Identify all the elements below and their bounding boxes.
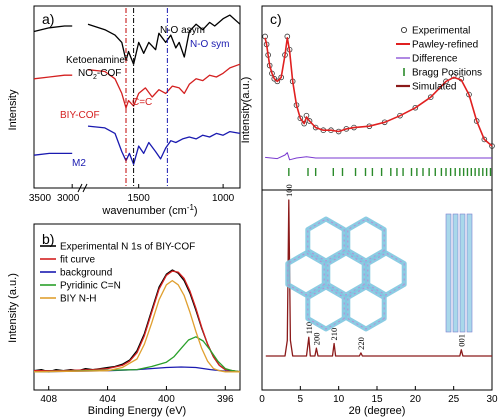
panel-a-annotation-no-sym: N-O sym xyxy=(190,39,229,50)
panel-b-ylabel: Intensity (a.u.) xyxy=(7,273,19,343)
framework-ring-detail xyxy=(307,218,345,262)
panel-a-annotation-no-asym: N-O asym xyxy=(160,25,205,36)
panel-c-plot: Experimental Pawley-refined Difference Brag… xyxy=(259,26,498,406)
panel-c-experimental-point xyxy=(450,73,457,79)
panel-b-xtick-label-1: 404 xyxy=(99,394,116,405)
panel-c-xtick-label-2: 10 xyxy=(333,394,345,405)
panel-c-xtick-label-4: 20 xyxy=(410,394,422,405)
framework-ring xyxy=(305,284,347,332)
framework-ring-detail xyxy=(287,252,325,296)
panel-c-legend-label-1: Pawley-refined xyxy=(412,40,478,51)
panel-b-series-1 xyxy=(34,270,241,373)
panel-c-xlabel: 2θ (degree) xyxy=(349,405,406,417)
panel-a-frame xyxy=(33,5,241,189)
panel-c-frame xyxy=(261,5,493,391)
framework-ring xyxy=(345,284,387,332)
panel-b-series-3 xyxy=(33,336,241,373)
panel-b-legend-label-4: BIY N-H xyxy=(60,294,97,305)
panel-a-series-2-right xyxy=(87,125,241,165)
panel-a-xtick-label-1: 3000 xyxy=(57,193,80,204)
panel-c-experimental-point xyxy=(397,112,403,119)
panel-c-legend-label-0: Experimental xyxy=(412,26,470,37)
panel-c-xtick-label-5: 25 xyxy=(448,394,460,405)
panel-a-series-label-ketoenamine-line1: Ketoenamine- xyxy=(66,55,128,66)
panel-c-experimental-point xyxy=(306,118,313,124)
panel-c-peak-label-2: 200 xyxy=(311,332,321,345)
panel-c-experimental-point xyxy=(489,143,495,149)
panel-c-peak-label-4: 220 xyxy=(356,337,366,350)
panel-c-experimental-point xyxy=(412,104,419,111)
panel-c-legend-label-2: Difference xyxy=(412,54,458,65)
panel-a-series-label-ketoenamine-line2: NO2-COF xyxy=(78,68,121,81)
panel-c-legend-label-4: Simulated xyxy=(412,82,456,93)
panel-c-xtick-label-3: 15 xyxy=(371,394,383,405)
panel-a-series-label-biy: BIY-COF xyxy=(60,110,100,121)
panel-a-plot: 3500 3000 1500 1000 xyxy=(29,8,241,204)
panel-a-xtick-label-3: 1000 xyxy=(212,193,235,204)
panel-b-xlabel: Binding Energy (eV) xyxy=(88,405,186,417)
panel-b-legend-label-0: Experimental N 1s of BIY-COF xyxy=(60,242,195,253)
panel-a-series-1-left xyxy=(33,74,73,80)
panel-a-axis-break-1 xyxy=(77,183,83,193)
panel-c-xtick-label-1: 5 xyxy=(298,394,304,405)
panel-c-experimental-point xyxy=(427,94,434,100)
panel-b-xtick-label-0: 408 xyxy=(40,394,57,405)
panel-a-series-label-m2: M2 xyxy=(72,158,86,169)
panel-b-xtick-label-3: 396 xyxy=(217,394,234,405)
stack-column xyxy=(452,213,459,333)
panel-c-xtick-label-0: 0 xyxy=(259,394,265,405)
panel-b-frame xyxy=(33,223,241,391)
panel-c-peak-label-1: 110 xyxy=(304,322,314,334)
framework-ring-detail xyxy=(347,286,385,330)
panel-c-peak-label-5: 001 xyxy=(456,334,466,347)
panel-c-label: c) xyxy=(270,11,282,27)
panel-b-legend-label-1: fit curve xyxy=(60,255,95,266)
panel-a-xtick-label-2: 1500 xyxy=(128,193,151,204)
framework-ring-detail xyxy=(307,286,345,330)
panel-c-legend-swatch-0 xyxy=(400,26,408,34)
panel-b-label: b) xyxy=(42,231,54,247)
panel-a-series-0-left xyxy=(33,25,73,33)
panel-c-experimental-point xyxy=(274,78,281,85)
panel-b-series-4 xyxy=(33,279,240,373)
panel-c-pawley-line xyxy=(264,36,493,147)
panel-a-ylabel: Intensity xyxy=(7,89,19,130)
panel-c-difference-line xyxy=(265,152,492,161)
stack-column xyxy=(445,213,452,333)
panel-b-legend-label-3: Pyridinic C=N xyxy=(60,281,121,292)
panel-c-peak-label-0: 100 xyxy=(284,184,294,197)
panel-c-ylabel: Intensity(a.u.) xyxy=(240,77,252,144)
panel-a-xtick-label-0: 3500 xyxy=(29,193,52,204)
framework-ring-detail xyxy=(367,252,405,296)
panel-c-legend-label-3: Bragg Positions xyxy=(412,68,482,79)
panel-b-plot: 408 404 400 396 Experimental N 1s of BIY-COF… xyxy=(33,242,241,405)
panel-c-experimental-point xyxy=(312,124,319,131)
framework-ring-detail xyxy=(347,218,385,262)
panel-a-label: a) xyxy=(42,11,54,27)
panel-c-experimental-point xyxy=(301,120,307,127)
stack-column xyxy=(466,213,473,333)
panel-a-annotation-cc: C=C xyxy=(132,97,152,108)
panel-b-xtick-label-2: 400 xyxy=(158,394,175,405)
panel-c-xtick-label-6: 30 xyxy=(486,394,498,405)
panel-c-peak-label-3: 210 xyxy=(329,328,339,341)
stack-column xyxy=(459,213,466,333)
panel-a-axis-break-2 xyxy=(82,183,88,193)
panel-c-experimental-point xyxy=(443,78,449,85)
panel-c-experimental-point xyxy=(481,136,488,143)
panel-a-series-1-right xyxy=(87,63,241,109)
panel-a-xlabel: wavenumber (cm-1) xyxy=(101,203,197,217)
panel-b-legend-label-2: background xyxy=(60,268,112,279)
panel-c-structure-illustration xyxy=(285,213,473,333)
framework-ring-detail xyxy=(327,252,365,296)
panel-a-series-2-left xyxy=(33,152,73,156)
